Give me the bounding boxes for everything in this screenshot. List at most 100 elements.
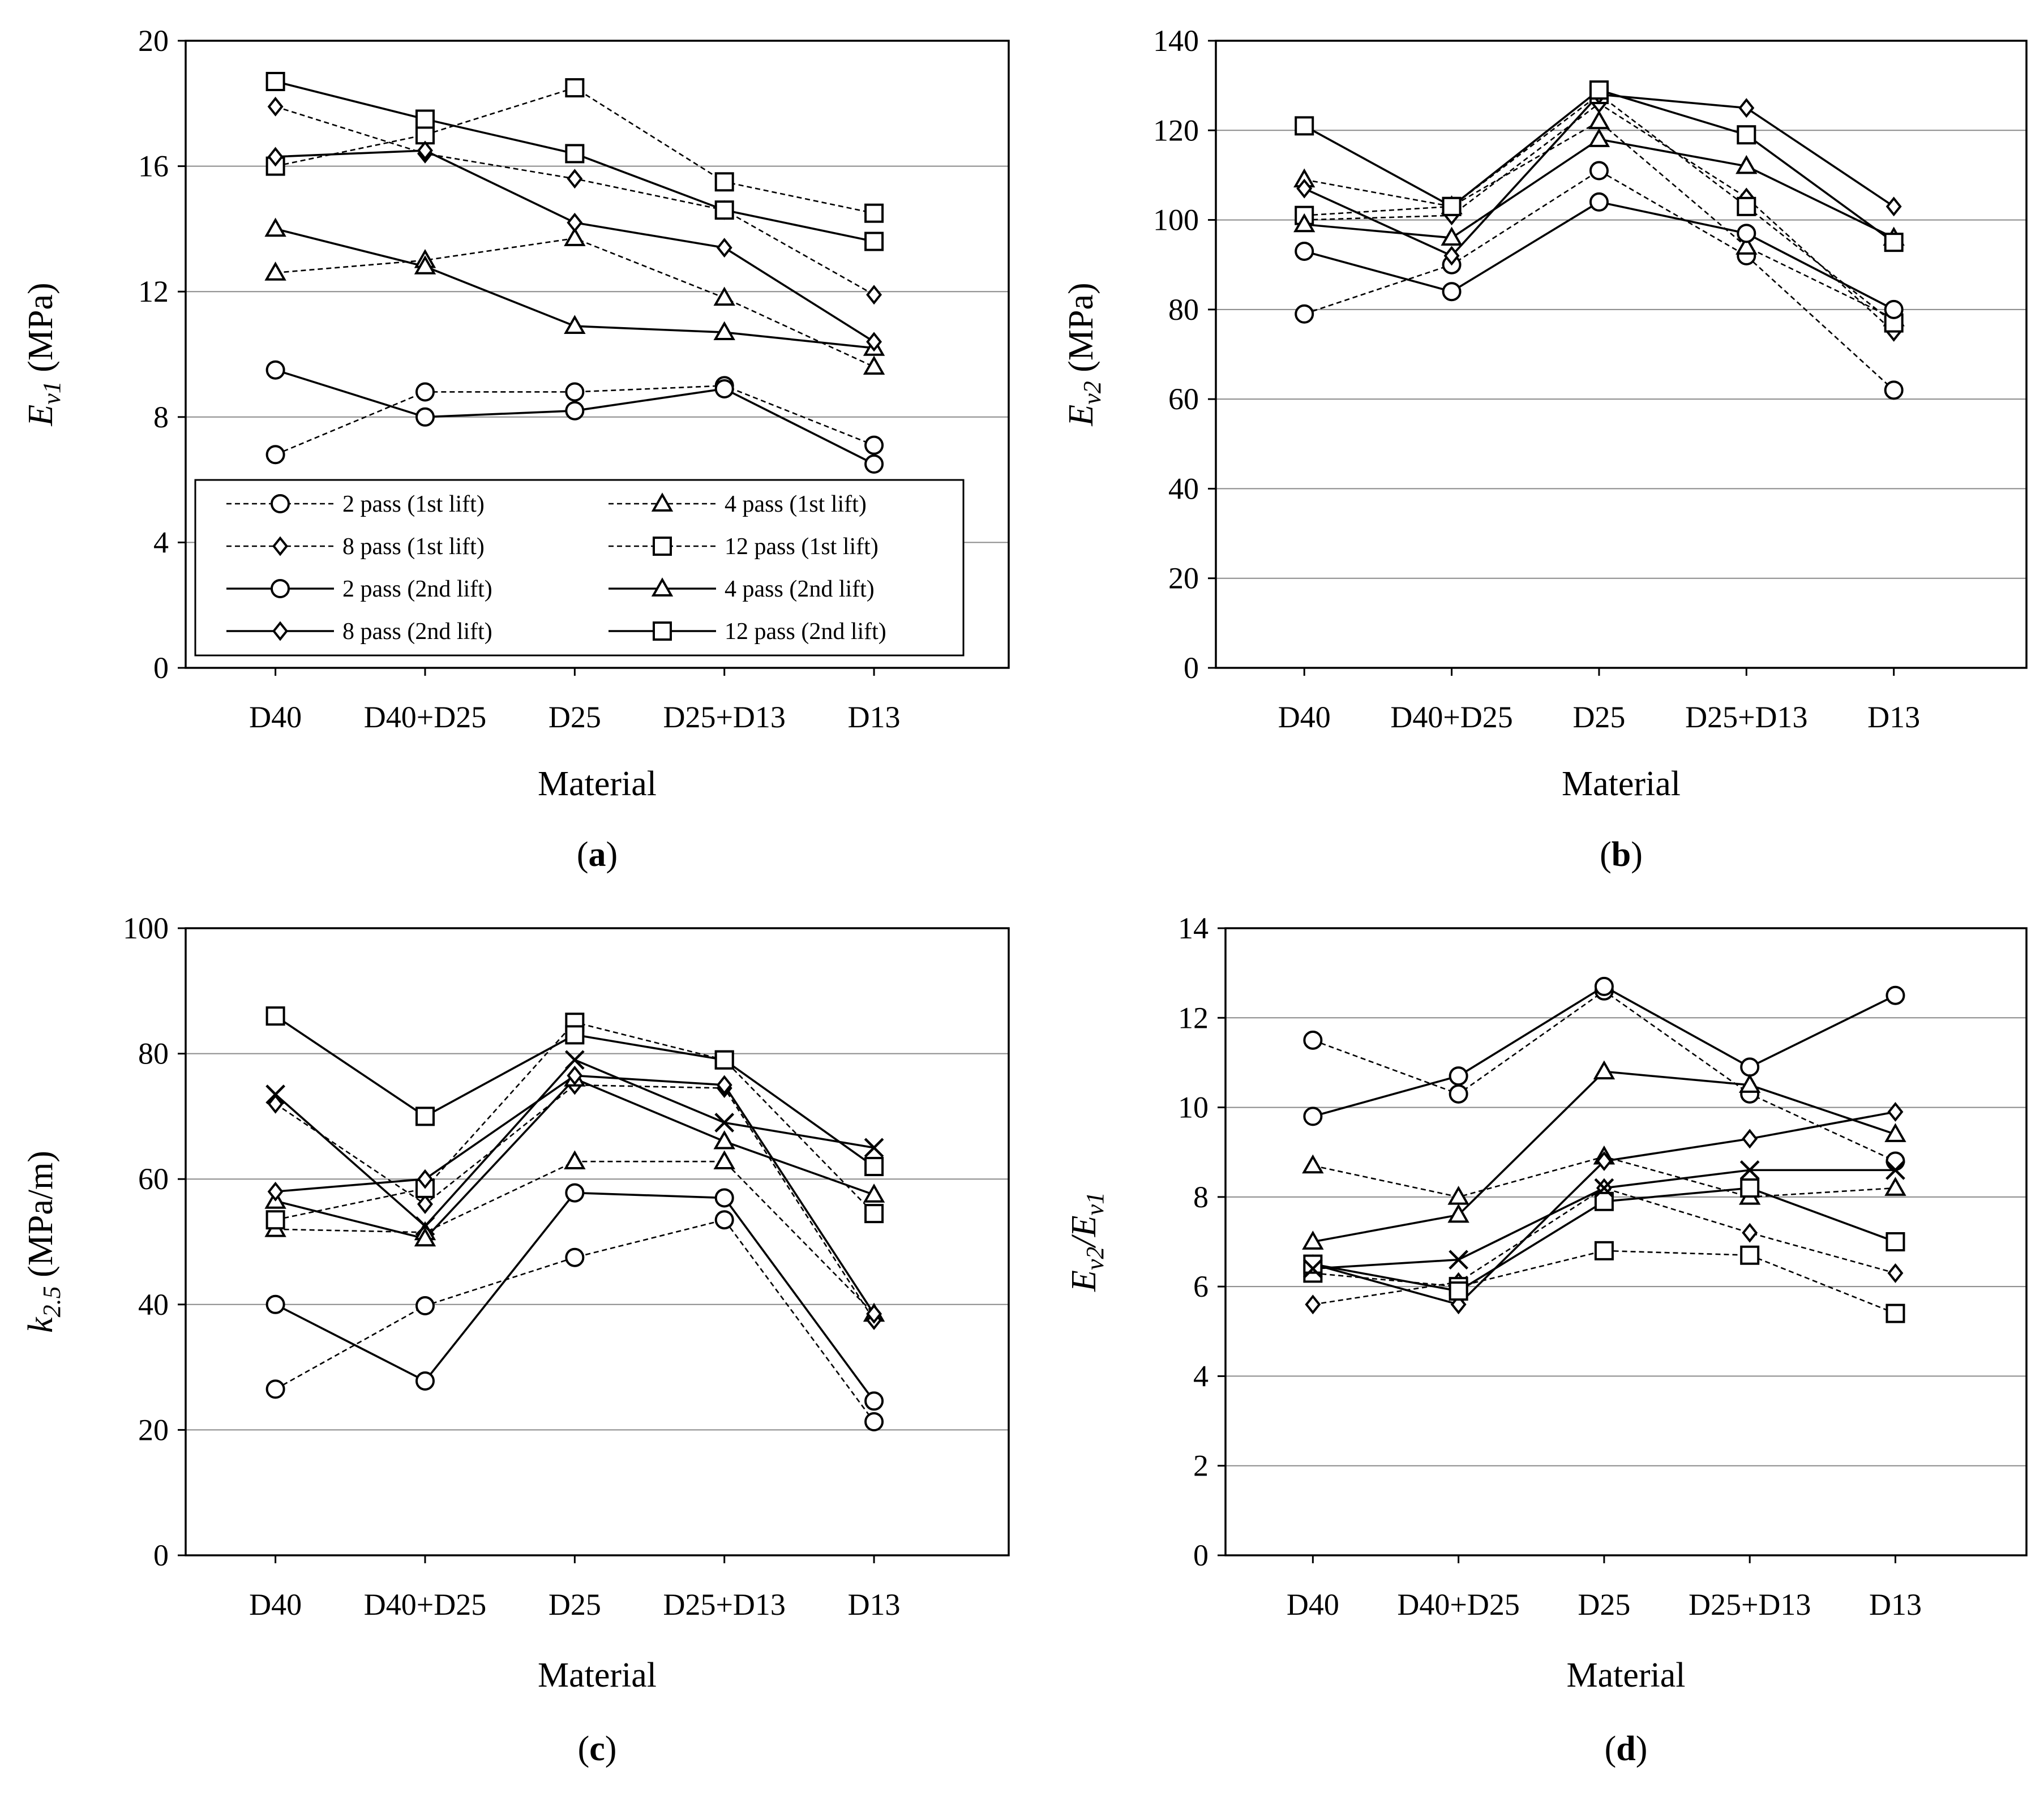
x-axis-title: Material — [1562, 765, 1681, 803]
y-axis-title: Ev2/Ev1 — [1065, 1192, 1109, 1292]
panel-label-letter: a — [589, 835, 606, 874]
data-point-diamond — [1305, 1294, 1321, 1315]
data-point-triangle — [564, 227, 586, 246]
data-point-circle — [565, 1247, 585, 1267]
data-point-diamond — [1296, 178, 1313, 199]
y-axis-subscript: v1 — [38, 381, 66, 405]
y-tick-label: 0 — [153, 651, 169, 685]
data-point-circle — [415, 1296, 435, 1316]
x-tick-label: D40 — [1287, 1588, 1339, 1622]
x-tick-label: D25+D13 — [663, 700, 785, 734]
data-point-diamond — [1742, 1129, 1758, 1149]
data-point-triangle — [414, 1227, 436, 1247]
x-tick-label: D13 — [848, 700, 901, 734]
data-point-square — [1442, 196, 1462, 216]
y-tick-label: 4 — [1193, 1359, 1209, 1393]
data-point-x — [714, 1113, 735, 1133]
data-point-circle — [1295, 304, 1314, 324]
y-axis-subscript: 2.5 — [38, 1286, 66, 1317]
data-point-square — [1884, 233, 1904, 252]
x-axis-title: Material — [1566, 1656, 1685, 1695]
data-point-x — [1886, 1160, 1905, 1180]
x-tick-label: D25 — [1578, 1588, 1630, 1622]
plot-frame — [185, 927, 1010, 1556]
data-point-circle — [864, 454, 884, 474]
data-point-x — [265, 1084, 285, 1104]
data-point-diamond — [1886, 196, 1902, 217]
data-point-triangle — [713, 1150, 735, 1169]
legend: 2 pass (1st lift) 4 pass (1st lift) 8 pass… — [194, 479, 965, 657]
y-axis-symbol: k — [22, 1316, 60, 1333]
x-tick-label: D25 — [549, 700, 601, 734]
data-point-square — [864, 203, 884, 223]
panel-label: (c) — [578, 1730, 617, 1768]
chart-panel-a: 0 4 8 12 16 20 D40 D40+D25 D25 D25+D13 D13 Material… — [22, 24, 1010, 874]
panel-label-close: ) — [606, 835, 618, 874]
data-point-diamond — [866, 332, 882, 352]
data-point-circle — [1884, 380, 1904, 400]
data-point-square — [864, 231, 884, 251]
data-point-circle — [714, 1210, 734, 1230]
data-point-square — [1737, 196, 1756, 216]
data-point-square — [864, 1204, 884, 1224]
data-point-circle — [1295, 241, 1314, 261]
x-axis-title: Material — [538, 765, 657, 803]
data-point-circle — [1303, 1106, 1323, 1126]
data-point-circle — [1449, 1066, 1468, 1086]
plot-frame — [1215, 40, 2028, 669]
data-point-circle — [864, 1412, 884, 1431]
data-point-diamond — [267, 96, 284, 117]
legend-label: 2 pass (1st lift) — [342, 491, 485, 517]
data-point-square — [565, 1025, 585, 1045]
panel-label-letter: c — [589, 1730, 605, 1768]
legend-box — [194, 479, 965, 657]
data-point-x — [1303, 1259, 1323, 1279]
panel-label-open: ( — [1600, 835, 1612, 874]
y-tick-label: 0 — [1193, 1538, 1209, 1572]
y-tick-label: 4 — [153, 525, 169, 559]
data-point-square — [1594, 1191, 1614, 1211]
data-point-x — [1449, 1250, 1468, 1270]
y-axis-unit: (MPa) — [22, 282, 60, 381]
data-point-triangle — [1447, 1203, 1469, 1223]
data-point-circle — [714, 379, 734, 398]
data-point-triangle — [1736, 235, 1758, 255]
legend-marker-square — [653, 537, 672, 556]
data-point-square — [265, 72, 285, 92]
y-tick-label: 100 — [123, 911, 169, 945]
x-tick-label: D25+D13 — [663, 1588, 785, 1622]
x-tick-label: D25+D13 — [1689, 1588, 1811, 1622]
data-point-diamond — [1596, 1151, 1612, 1171]
y-axis-symbol-2: /E — [1065, 1216, 1103, 1249]
y-tick-label: 40 — [138, 1288, 169, 1322]
data-point-square — [1740, 1245, 1760, 1265]
data-point-square — [864, 1157, 884, 1177]
x-tick-label: D25+D13 — [1685, 700, 1807, 734]
y-tick-label: 140 — [1153, 24, 1199, 58]
x-tick-label: D40+D25 — [364, 700, 486, 734]
y-tick-label: 60 — [138, 1162, 169, 1196]
x-tick-label: D25 — [549, 1588, 601, 1622]
y-axis-symbol: E — [1065, 1270, 1103, 1292]
x-tick-label: D13 — [1869, 1588, 1922, 1622]
y-axis-subscript: v2 — [1081, 1247, 1109, 1271]
data-point-circle — [714, 1188, 734, 1208]
legend-marker-square — [653, 621, 672, 641]
data-point-circle — [1740, 1057, 1760, 1077]
panel-label-close: ) — [605, 1730, 617, 1768]
data-point-x — [1594, 1178, 1614, 1198]
data-point-square — [714, 1050, 734, 1070]
legend-label: 12 pass (1st lift) — [725, 534, 879, 560]
data-point-square — [265, 1006, 285, 1026]
y-tick-label: 40 — [1168, 471, 1199, 505]
data-point-circle — [565, 401, 585, 421]
data-point-triangle — [1884, 1177, 1906, 1196]
data-point-circle — [864, 435, 884, 455]
data-point-triangle — [1588, 110, 1610, 130]
panel-label-letter: b — [1612, 835, 1631, 874]
y-axis-title: Ev1 (MPa) — [22, 282, 66, 426]
data-point-circle — [1886, 985, 1905, 1005]
y-axis-subscript: v2 — [1078, 381, 1106, 405]
legend-marker-diamond — [272, 536, 288, 556]
